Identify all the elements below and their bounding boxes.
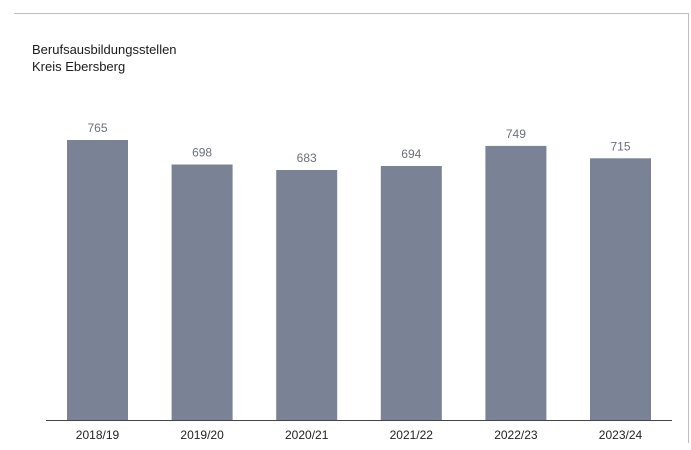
chart-frame [14,13,689,443]
x-tick-labels-group: 2018/19 2019/20 2020/21 2021/22 2022/23 2023/… [76,428,643,442]
bar-2018-19 [67,140,128,420]
value-label-2021-22: 694 [401,147,421,161]
x-tick-label-2019-20: 2019/20 [180,428,224,442]
x-tick-label-2021-22: 2021/22 [390,428,434,442]
bar-2021-22 [380,166,442,420]
bars-group [67,140,651,421]
bar-2022-23 [485,145,547,420]
value-label-2019-20: 698 [192,146,212,160]
value-label-2020-21: 683 [297,151,317,165]
x-tick-label-2020-21: 2020/21 [285,428,329,442]
chart-title: Berufsausbildungsstellen [32,42,177,57]
value-label-2018-19: 765 [87,121,107,135]
x-tick-label-2023-24: 2023/24 [599,428,643,442]
x-tick-label-2018-19: 2018/19 [76,428,120,442]
value-label-2022-23: 749 [506,127,526,141]
bar-2023-24 [590,158,651,421]
value-label-2023-24: 715 [610,139,630,153]
chart-title-block: Berufsausbildungsstellen Kreis Ebersberg [32,41,177,75]
bar-2020-21 [276,170,338,420]
chart-subtitle: Kreis Ebersberg [32,59,126,74]
bar-2019-20 [171,164,233,420]
x-tick-label-2022-23: 2022/23 [494,428,538,442]
value-labels-group: 765 698 683 694 749 715 [87,121,630,165]
